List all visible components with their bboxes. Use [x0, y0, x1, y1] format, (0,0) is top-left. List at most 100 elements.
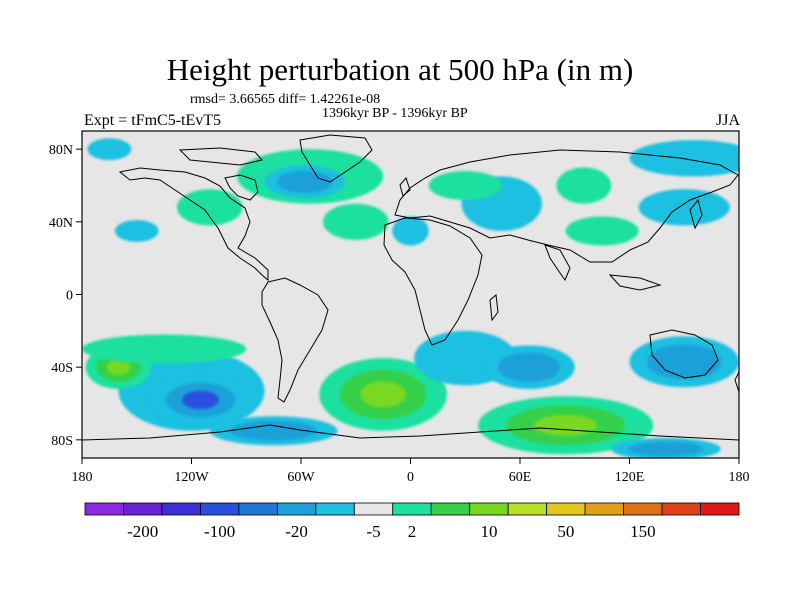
contour-fill [498, 352, 561, 382]
lon-tick-label: 180 [729, 470, 750, 485]
lat-tick-label: 40N [49, 216, 73, 231]
lon-tick-label: 0 [407, 470, 414, 485]
contour-fill [392, 216, 429, 246]
colorbar: -200 -100 -20 -5 2 10 50 150 [84, 502, 740, 541]
colorbar-swatch [315, 502, 355, 516]
colorbar-swatch [353, 502, 394, 516]
colorbar-swatch [430, 502, 471, 516]
contour-fill [534, 414, 598, 436]
contour-fill [628, 441, 704, 457]
height-perturbation-field [82, 138, 739, 458]
contour-fill [638, 189, 730, 226]
field-anomaly-6 [319, 358, 447, 431]
colorbar-swatch [161, 502, 201, 516]
map-axes: 180 120W 60W 0 60E 120E 180 80N 40N 0 40S 80S [49, 143, 750, 485]
field-anomaly-14 [176, 189, 243, 226]
field-anomaly-22 [565, 216, 639, 246]
field-anomaly-18 [392, 216, 429, 246]
field-anomaly-23 [629, 140, 739, 177]
colorbar-swatch [623, 502, 663, 516]
contour-fill [106, 359, 131, 376]
field-anomaly-8 [483, 345, 575, 389]
contour-fill [556, 167, 612, 204]
coastline-indonesia [608, 274, 662, 291]
field-anomaly-21 [556, 167, 612, 204]
coastline-antarctica [82, 424, 739, 441]
coastline-new-zealand [734, 371, 739, 393]
field-anomaly-17 [87, 138, 132, 161]
colorbar-swatch [200, 502, 240, 516]
colorbar-swatch [661, 502, 701, 516]
colorbar-label: 150 [630, 522, 656, 541]
contour-fill [322, 203, 389, 240]
colorbar-label: -100 [204, 522, 235, 541]
colorbar-swatch [700, 502, 740, 516]
contour-fill [277, 170, 332, 193]
coastline-africa [383, 217, 483, 346]
field-anomaly-4 [82, 334, 247, 364]
coastline-arctic-islands [178, 147, 263, 166]
lon-tick-label: 120W [174, 470, 209, 485]
field-anomaly-16 [114, 220, 159, 242]
coastline-eurasia [394, 149, 739, 263]
coastline-australia [649, 329, 719, 379]
colorbar-label: -200 [127, 522, 158, 541]
coastline-madagascar [489, 294, 499, 322]
colorbar-swatch [507, 502, 548, 516]
lat-tick-label: 0 [66, 289, 73, 304]
colorbar-swatch [238, 502, 278, 516]
contour-fill [82, 334, 247, 364]
plot-title: Height perturbation at 500 hPa (in m) [166, 52, 634, 87]
field-anomaly-10 [629, 336, 739, 388]
coastline-uk [399, 177, 411, 197]
colorbar-swatch [584, 502, 624, 516]
colorbar-label: 10 [480, 522, 497, 541]
colorbar-swatch [392, 502, 432, 516]
coastline-greenland [299, 134, 373, 183]
colorbar-swatch [546, 502, 586, 516]
lon-tick-label: 60E [509, 470, 532, 485]
field-anomaly-9 [478, 396, 654, 455]
field-anomaly-15 [322, 203, 389, 240]
lat-tick-label: 80S [51, 434, 73, 449]
lat-tick-label: 40S [51, 361, 73, 376]
lat-tick-label: 80N [49, 143, 73, 158]
coastline-north-america [118, 167, 269, 282]
colorbar-swatch [123, 502, 163, 516]
coastline-india [544, 244, 571, 282]
contour-fill [360, 381, 407, 408]
field-anomaly-13 [264, 165, 345, 199]
experiment-label: Expt = tFmC5-tEvT5 [84, 112, 222, 129]
field-anomaly-24 [638, 189, 730, 226]
contour-fill [428, 170, 502, 201]
lon-tick-label: 120E [615, 470, 645, 485]
contour-fill [230, 420, 318, 441]
period-text: 1396kyr BP - 1396kyr BP [322, 106, 468, 121]
colorbar-label: 2 [408, 522, 417, 541]
colorbar-swatch [84, 502, 124, 516]
field-anomaly-20 [428, 170, 502, 201]
field-anomaly-2 [149, 374, 252, 426]
contour-fill [87, 138, 132, 161]
stats-text: rmsd= 3.66565 diff= 1.42261e-08 [190, 92, 381, 107]
colorbar-label: -5 [366, 522, 380, 541]
colorbar-label: -20 [285, 522, 308, 541]
coastline-south-america [261, 277, 329, 403]
field-anomaly-11 [611, 438, 721, 458]
field-anomaly-5 [209, 416, 338, 446]
colorbar-label: 50 [557, 522, 574, 541]
lon-tick-label: 60W [287, 470, 315, 485]
coastlines [82, 134, 739, 441]
coastline-japan [689, 198, 703, 230]
season-label: JJA [716, 112, 741, 129]
contour-fill [565, 216, 639, 246]
contour-fill [182, 390, 220, 410]
colorbar-swatch [469, 502, 509, 516]
contour-fill [629, 140, 739, 177]
colorbar-swatch [276, 502, 317, 516]
lon-tick-label: 180 [72, 470, 93, 485]
contour-fill [176, 189, 243, 226]
coastline-hudson-bay [224, 174, 259, 201]
contour-fill [114, 220, 159, 242]
